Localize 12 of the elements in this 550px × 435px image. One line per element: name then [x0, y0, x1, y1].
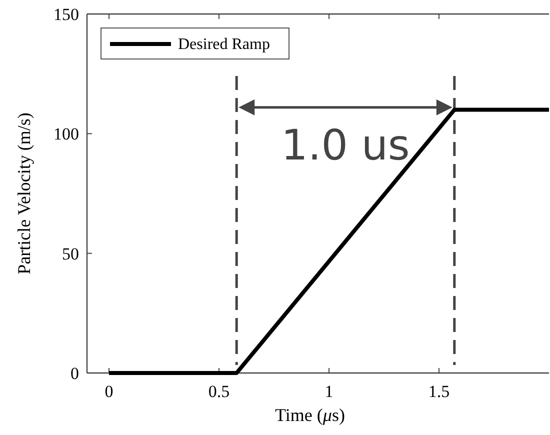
annotation: 1.0 us [281, 120, 410, 170]
x-axis-title: Time (μs) [275, 405, 345, 425]
legend-label: Desired Ramp [178, 36, 270, 53]
x-tick-label: 0 [104, 382, 114, 401]
y-axis-title: Particle Velocity (m/s) [14, 112, 34, 274]
y-tick-label: 100 [54, 124, 79, 144]
x-tick-label: 1 [324, 382, 334, 401]
y-tick-label: 0 [70, 364, 79, 383]
x-tick-label: 0.5 [208, 382, 230, 401]
x-tick-label: 1.5 [428, 382, 450, 401]
y-tick-label: 50 [62, 244, 79, 264]
y-tick-label: 150 [54, 5, 79, 24]
